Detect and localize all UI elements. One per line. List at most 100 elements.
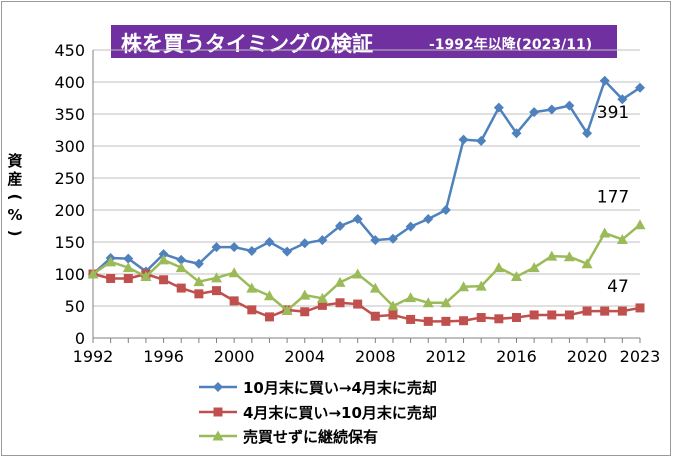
data-point — [476, 135, 487, 146]
legend-marker — [213, 382, 223, 392]
data-point — [299, 238, 310, 249]
series-line — [92, 79, 641, 275]
data-point — [493, 262, 505, 273]
data-point — [546, 104, 557, 115]
data-point — [406, 314, 416, 324]
y-tick-label: 200 — [54, 201, 85, 220]
chart-subtitle: -1992年以降(2023/11) — [429, 37, 593, 53]
x-tick-label: 2020 — [567, 347, 608, 366]
data-point — [158, 249, 169, 260]
data-point — [335, 298, 345, 308]
series-2 — [88, 269, 645, 326]
labels: 0 50 100 150 200 250 300 350 400 450 1992 1996 2000 2… — [54, 41, 660, 366]
data-point — [635, 82, 645, 93]
data-point — [211, 242, 222, 253]
data-point — [317, 235, 328, 246]
data-point — [87, 268, 99, 279]
x-tick-label: 1992 — [73, 347, 114, 366]
y-tick-label: 400 — [54, 73, 85, 92]
data-point — [193, 258, 204, 269]
data-point — [547, 310, 557, 320]
data-point — [334, 276, 346, 287]
data-point — [105, 256, 117, 267]
data-point — [440, 297, 452, 308]
data-point — [140, 271, 152, 282]
data-point — [617, 94, 628, 105]
data-point — [511, 313, 521, 323]
legend-label: 売買せずに継続保有 — [243, 428, 379, 446]
legend-label: 4月末に買い→10月末に売却 — [243, 404, 437, 422]
data-point — [281, 304, 293, 315]
data-point — [510, 271, 522, 282]
y-tick-label: 50 — [65, 297, 85, 316]
data-point — [600, 306, 610, 316]
data-point — [282, 246, 293, 257]
data-point — [123, 253, 134, 264]
data-point — [176, 254, 187, 265]
data-point — [599, 75, 610, 86]
data-point — [106, 273, 116, 283]
data-point — [159, 275, 169, 285]
data-point — [546, 250, 558, 261]
data-point — [228, 267, 240, 278]
data-point — [564, 100, 575, 111]
data-point — [441, 316, 451, 326]
data-point — [423, 316, 433, 326]
legend-label: 10月末に買い→4月末に売却 — [243, 379, 437, 397]
data-point — [616, 233, 628, 244]
data-point — [422, 297, 434, 308]
axes — [92, 50, 641, 343]
data-point — [617, 306, 627, 316]
data-point — [193, 276, 205, 287]
data-point — [212, 286, 222, 296]
x-tick-label: 2023 — [620, 347, 661, 366]
data-point — [582, 306, 592, 316]
data-point — [299, 289, 311, 300]
data-point — [458, 281, 470, 292]
y-axis-label-char: 資 — [7, 152, 23, 170]
data-point — [494, 314, 504, 324]
data-point — [581, 258, 593, 269]
data-point — [405, 221, 416, 232]
x-tick-label: 2000 — [214, 347, 255, 366]
legend-marker — [213, 407, 223, 417]
data-point — [634, 219, 646, 230]
data-point — [370, 311, 380, 321]
data-point — [405, 292, 417, 303]
y-axis-label-char: 産 — [7, 170, 23, 188]
chart-title: 株を買うタイミングの検証 — [121, 32, 373, 56]
data-point — [247, 305, 257, 315]
legend-swatch — [199, 382, 237, 392]
data-point — [263, 290, 275, 301]
data-point — [353, 299, 363, 309]
legend-marker — [212, 430, 224, 441]
y-tick-label: 350 — [54, 105, 85, 124]
data-point — [246, 282, 258, 293]
x-tick-label: 2004 — [284, 347, 325, 366]
end-value-label: 391 — [597, 103, 629, 123]
data-point — [194, 289, 204, 299]
title-banner: 株を買うタイミングの検証 -1992年以降(2023/11) — [111, 25, 617, 58]
data-point — [511, 128, 522, 139]
x-tick-label: 2008 — [355, 347, 396, 366]
data-point — [388, 310, 398, 320]
y-tick-label: 450 — [54, 41, 85, 60]
data-point — [528, 262, 540, 273]
data-point — [423, 213, 434, 224]
data-point — [300, 307, 310, 317]
data-point — [635, 303, 645, 313]
data-point — [176, 283, 186, 293]
data-point — [352, 268, 364, 279]
data-point — [458, 134, 469, 145]
legend-swatch — [199, 407, 237, 417]
end-value-label: 177 — [597, 188, 629, 208]
data-point — [370, 235, 381, 246]
data-point — [229, 242, 240, 253]
y-tick-label: 150 — [54, 233, 85, 252]
data-point — [599, 227, 611, 238]
data-point — [264, 237, 275, 247]
data-point — [316, 292, 328, 303]
y-tick-label: 250 — [54, 169, 85, 188]
data-point — [317, 300, 327, 310]
series-1 — [88, 75, 645, 279]
